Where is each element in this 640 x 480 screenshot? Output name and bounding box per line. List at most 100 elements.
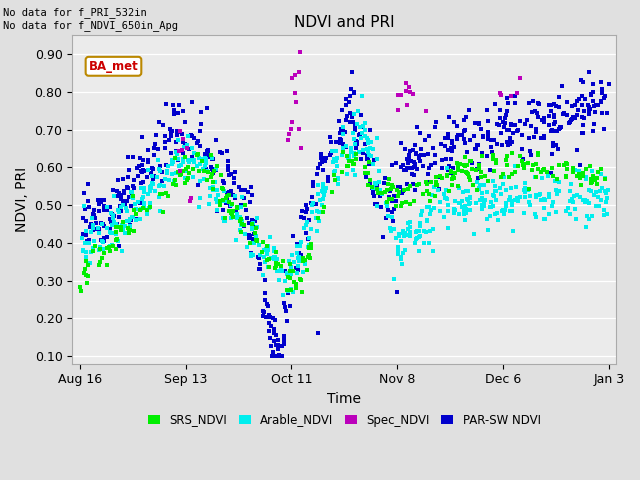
Point bbox=[577, 114, 587, 121]
Point bbox=[167, 156, 177, 164]
Point bbox=[104, 225, 115, 233]
Point bbox=[207, 185, 218, 193]
Point bbox=[551, 208, 561, 216]
Point bbox=[201, 155, 211, 162]
Point bbox=[123, 153, 133, 161]
Point bbox=[89, 206, 99, 214]
Point bbox=[180, 180, 190, 187]
Point bbox=[486, 143, 496, 151]
Point bbox=[479, 199, 490, 206]
Point bbox=[178, 139, 188, 146]
Point bbox=[170, 148, 180, 156]
Point bbox=[529, 133, 539, 141]
Point bbox=[218, 198, 228, 205]
Point bbox=[145, 183, 155, 191]
Point bbox=[116, 224, 127, 231]
Point bbox=[384, 175, 394, 183]
Point bbox=[342, 170, 353, 178]
Point bbox=[579, 114, 589, 121]
Point bbox=[525, 151, 536, 159]
Point bbox=[278, 340, 289, 348]
Point bbox=[371, 182, 381, 190]
Point bbox=[477, 133, 488, 141]
Point bbox=[315, 197, 325, 204]
Point bbox=[373, 189, 383, 197]
Point bbox=[239, 186, 250, 193]
Point bbox=[304, 244, 314, 252]
Point bbox=[409, 171, 419, 179]
Point bbox=[461, 168, 471, 176]
Point bbox=[285, 286, 295, 294]
Point bbox=[407, 165, 417, 172]
Point bbox=[522, 185, 532, 192]
Point bbox=[351, 120, 362, 128]
Point bbox=[394, 232, 404, 240]
Point bbox=[584, 107, 594, 114]
Point bbox=[277, 352, 287, 360]
Point bbox=[346, 144, 356, 152]
Point bbox=[99, 206, 109, 214]
Point bbox=[284, 258, 294, 265]
Point bbox=[364, 155, 374, 162]
Point bbox=[298, 257, 308, 265]
Point bbox=[161, 189, 171, 197]
Point bbox=[102, 203, 113, 210]
Point bbox=[171, 181, 181, 189]
Point bbox=[578, 170, 588, 178]
Point bbox=[106, 209, 116, 217]
Point bbox=[120, 200, 130, 207]
Point bbox=[568, 164, 579, 171]
Point bbox=[138, 193, 148, 201]
Point bbox=[277, 342, 287, 350]
Point bbox=[236, 216, 246, 223]
Point bbox=[361, 173, 371, 180]
Point bbox=[598, 126, 609, 133]
Point bbox=[490, 187, 500, 195]
Point bbox=[109, 192, 119, 200]
Point bbox=[388, 216, 398, 224]
Point bbox=[135, 216, 145, 223]
Point bbox=[195, 193, 205, 201]
Point bbox=[221, 194, 231, 202]
Point bbox=[415, 222, 425, 229]
Point bbox=[102, 245, 112, 252]
Point bbox=[476, 126, 486, 133]
Point bbox=[412, 235, 422, 243]
Point bbox=[562, 98, 572, 106]
Point bbox=[596, 97, 607, 105]
Point bbox=[315, 160, 325, 168]
Point bbox=[283, 289, 293, 297]
Point bbox=[580, 198, 590, 206]
Point bbox=[246, 183, 256, 191]
Point bbox=[150, 140, 161, 148]
Point bbox=[573, 95, 584, 103]
Point bbox=[294, 258, 304, 265]
Point bbox=[296, 144, 306, 152]
Point bbox=[99, 250, 109, 257]
Point bbox=[464, 200, 474, 208]
Point bbox=[113, 235, 123, 243]
Point bbox=[237, 193, 248, 201]
Point bbox=[567, 102, 577, 109]
Point bbox=[217, 184, 227, 192]
Point bbox=[138, 156, 148, 164]
Point bbox=[350, 140, 360, 148]
Point bbox=[228, 174, 239, 182]
Point bbox=[193, 154, 204, 162]
Point bbox=[188, 173, 198, 180]
Point bbox=[88, 237, 99, 245]
Point bbox=[433, 173, 444, 181]
Point bbox=[124, 226, 134, 234]
Point bbox=[326, 147, 337, 155]
Point bbox=[539, 165, 549, 173]
Point bbox=[279, 300, 289, 307]
Point bbox=[462, 149, 472, 156]
Point bbox=[275, 352, 285, 360]
Point bbox=[252, 214, 262, 221]
Point bbox=[501, 152, 511, 160]
Point bbox=[180, 153, 190, 161]
Point bbox=[81, 217, 91, 225]
Point bbox=[415, 157, 425, 165]
Point bbox=[247, 216, 257, 224]
Point bbox=[346, 85, 356, 93]
